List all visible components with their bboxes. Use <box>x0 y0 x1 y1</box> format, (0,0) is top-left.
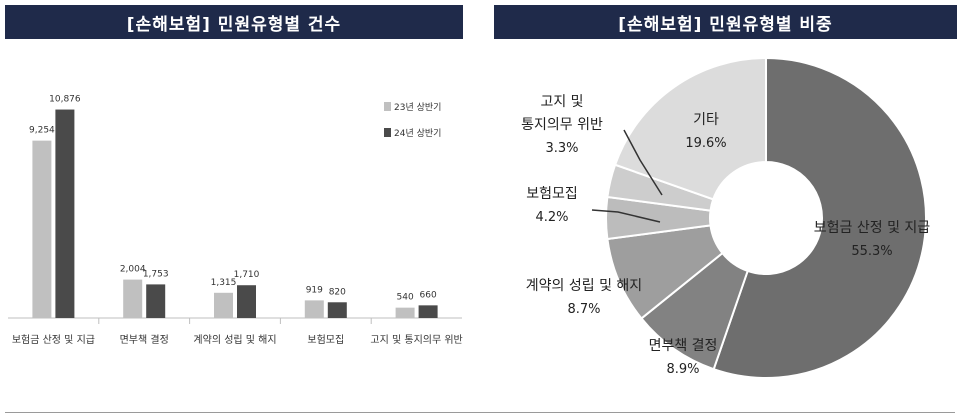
category-label: 계약의 성립 및 해지 <box>193 333 276 346</box>
bar <box>146 284 166 318</box>
bar-value-label: 1,315 <box>211 278 237 288</box>
slice-label: 면부책 결정 <box>649 338 718 354</box>
slice-label: 보험금 산정 및 지급 <box>814 220 931 236</box>
bar <box>418 305 438 318</box>
slice-percentage: 3.3% <box>545 141 578 156</box>
bar <box>327 302 347 318</box>
slice-percentage: 19.6% <box>685 136 726 151</box>
bar <box>395 307 415 318</box>
donut-slice <box>613 56 767 201</box>
donut-chart-title: [손해보험] 민원유형별 비중 <box>494 5 957 39</box>
bar-value-label: 820 <box>329 287 346 297</box>
slice-label: 기타 <box>693 112 719 128</box>
legend-label: 23년 상반기 <box>394 102 441 113</box>
bar-value-label: 660 <box>420 290 437 300</box>
slice-label: 계약의 성립 및 해지 <box>526 278 642 294</box>
bar-value-label: 2,004 <box>120 265 146 275</box>
bar <box>237 285 256 318</box>
category-label: 면부책 결정 <box>120 334 169 346</box>
bar-value-label: 540 <box>397 293 414 303</box>
bar <box>214 292 233 318</box>
bar-value-label: 1,753 <box>143 269 169 279</box>
leader-line <box>623 129 663 196</box>
slice-label: 고지 및 <box>540 94 583 110</box>
slice-percentage: 8.9% <box>666 362 699 377</box>
bar-chart-title: [손해보험] 민원유형별 건수 <box>5 5 463 39</box>
bar-value-label: 1,710 <box>234 270 260 280</box>
legend-swatch <box>384 102 391 111</box>
legend-label: 24년 상반기 <box>394 128 441 139</box>
slice-percentage: 55.3% <box>851 244 892 259</box>
legend-swatch <box>384 128 391 137</box>
category-label: 보험금 산정 및 지급 <box>12 334 95 346</box>
leader-line <box>591 209 661 223</box>
slice-label: 보험모집 <box>526 186 578 202</box>
bar <box>123 279 143 318</box>
slice-percentage: 8.7% <box>567 302 600 317</box>
bar-value-label: 919 <box>306 285 323 295</box>
slice-percentage: 4.2% <box>535 210 568 225</box>
bottom-divider <box>5 412 955 413</box>
bar <box>55 109 75 318</box>
category-label: 보험모집 <box>307 334 344 346</box>
slice-label: 통지의무 위반 <box>521 117 603 133</box>
bar-value-label: 10,876 <box>49 95 81 105</box>
bar <box>304 300 324 318</box>
bar <box>32 140 52 318</box>
category-label: 고지 및 통지의무 위반 <box>370 333 462 346</box>
bar-value-label: 9,254 <box>29 126 55 136</box>
